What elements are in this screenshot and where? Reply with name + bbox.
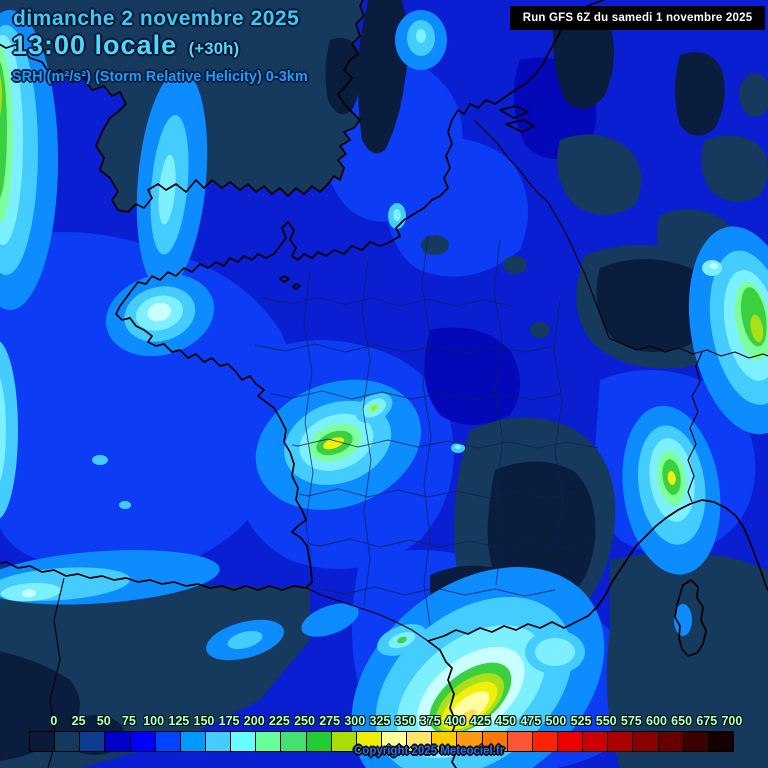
time-title: 13:00 locale [12,30,178,60]
time-title-row: 13:00 locale (+30h) [12,32,239,59]
legend-tick-label: 450 [495,714,517,728]
legend-cell: 550 [582,714,617,752]
coastline-spain-north [0,561,307,591]
department-borders [254,234,599,626]
legend-cell: 50 [79,714,111,752]
legend-tick-label: 550 [595,714,617,728]
legend-tick-label: 175 [218,714,240,728]
legend-cell: 475 [506,714,541,752]
legend-cell: 75 [104,714,136,752]
legend-tick-label: 100 [143,714,165,728]
srh-spot-alps-pale [702,260,722,276]
border-belgium-germany [473,119,610,339]
legend-tick-label: 275 [319,714,341,728]
legend-tick-label: 325 [369,714,391,728]
date-title: dimanche 2 novembre 2025 [13,7,300,30]
srh-dot-east-center [451,443,465,453]
legend-tick-label: 400 [444,714,466,728]
srh-max-nw-streak [136,70,208,290]
legend-tick-label: 200 [243,714,265,728]
srh-max-left-edge [0,10,131,519]
legend-cell: 200 [230,714,265,752]
legend-bar: 0 25 50 75 100 125 150 175 200 225 250 275 300 325 350… [29,714,742,752]
legend-cell: 450 [481,714,516,752]
legend-tick-label: 500 [545,714,567,728]
legend-tick-label: 375 [419,714,441,728]
legend-tick-label: 125 [168,714,190,728]
run-info-box: Run GFS 6Z du samedi 1 novembre 2025 [510,6,765,30]
legend-cell: 700 [707,714,742,752]
legend-cell: 650 [657,714,692,752]
legend-tick-label: 150 [193,714,215,728]
legend-cell: 300 [330,714,365,752]
legend-cell: 325 [355,714,390,752]
border-switzerland [608,337,768,359]
legend-tick-label: 250 [294,714,315,728]
legend-tick-label: 675 [696,714,718,728]
srh-wisps-southwest [206,603,359,661]
srh-max-alps-south [622,405,721,575]
border-italy [687,351,703,503]
legend-tick-label: 700 [721,714,743,728]
legend-tick-label: 475 [520,714,542,728]
legend-tick-label: 600 [646,714,667,728]
zeeland-island-2 [505,119,535,133]
legend-tick-label: 575 [620,714,642,728]
legend-tick-label: 350 [394,714,416,728]
legend-cell: 175 [204,714,240,752]
legend-tick-label: 300 [344,714,366,728]
legend-tick-label: 425 [470,714,491,728]
coastline-france-west [115,96,506,589]
legend-tick-label: 50 [96,714,111,728]
legend-tick-label: 75 [121,714,136,728]
legend-cell: 600 [632,714,667,752]
run-info-text: Run GFS 6Z du samedi 1 novembre 2025 [522,12,753,24]
legend-cell: 25 [54,714,86,752]
legend-tick-label: 225 [268,714,290,728]
legend-cell: 575 [607,714,642,752]
legend-cell: 675 [682,714,717,752]
border-pyrenees [305,587,429,642]
legend-cell: 250 [280,714,315,752]
srh-max-biscay-band [0,550,220,605]
legend-cell: 150 [179,714,214,752]
coastline-england [0,0,365,213]
coastline-corsica [674,579,707,657]
legend-cell: 275 [305,714,340,752]
legend-tick-label: 525 [570,714,592,728]
corsica-light-patch [674,604,692,636]
legend-cell: 100 [129,714,164,752]
channel-island [279,275,290,283]
coastline-spain-med [427,640,458,768]
srh-max-brittany [105,273,215,357]
srh-max-channel-spot [388,10,447,229]
legend-cell: 0 [29,714,57,752]
legend-cell: 225 [255,714,290,752]
legend-cell: 500 [531,714,566,752]
zeeland-island [499,105,529,119]
copyright-text: Copyright 2025 Meteociel.fr [354,745,505,757]
forecast-offset-label: (+30h) [188,39,240,58]
legend-cell: 375 [406,714,441,752]
coastline-france-med [427,499,768,642]
parameter-title: SRH (m²/s²) (Storm Relative Helicity) 0-… [12,69,308,85]
legend-cell: 125 [154,714,189,752]
legend-tick-label: 25 [71,714,86,728]
channel-island-2 [292,283,301,290]
legend-tick-label: 0 [50,714,58,728]
legend-cell: 525 [556,714,591,752]
legend-tick-label: 650 [671,714,693,728]
legend-cell: 350 [380,714,415,752]
